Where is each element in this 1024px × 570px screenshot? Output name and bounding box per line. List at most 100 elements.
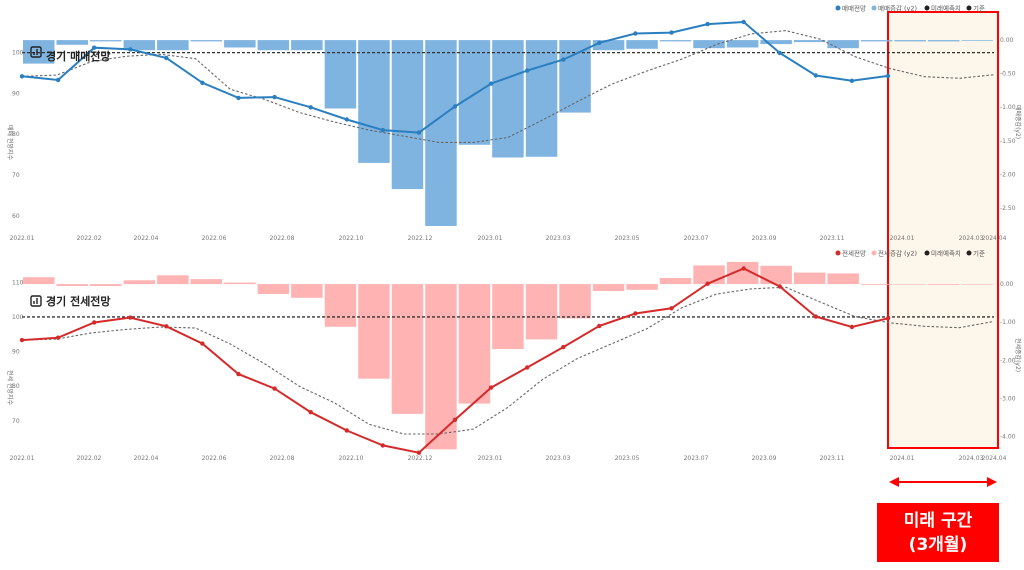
jeonse-legend: 전세전망 전세증감 (y2) 미래예측치 기준 [835,249,985,258]
legend-jeonse-label[interactable]: 전세전망 [842,249,866,258]
sale-index-point[interactable] [92,45,97,50]
sale-index-point[interactable] [416,130,422,135]
sale-change-bar [827,40,859,49]
jeonse-x-tick-label: 2022.02 [77,455,102,462]
sale-index-point[interactable] [777,50,782,56]
sale-y2-tick-label: -0.50 [1000,71,1016,78]
jeonse-index-point[interactable] [849,324,855,330]
jeonse-index-point[interactable] [597,323,602,329]
sale-change-bar [458,40,491,145]
jeonse-change-bar [123,280,156,285]
sale-x-tick-label: 2022.04 [134,235,159,242]
legend-sale-change-label[interactable]: 매매증감 (y2) [878,5,917,13]
sale-y-axis-label: 매매 전망지수 [6,125,14,161]
sale-change-bar [592,40,625,51]
jeonse-index-point[interactable] [705,281,710,286]
future-region-border [887,11,999,449]
sale-index-point[interactable] [19,74,25,79]
sale-index-point[interactable] [380,127,385,133]
sale-index-point[interactable] [813,73,818,78]
sale-x-tick-label: 2023.05 [615,235,640,242]
sale-change-bars [23,40,993,226]
jeonse-index-point[interactable] [272,386,277,391]
jeonse-index-point[interactable] [344,428,349,433]
jeonse-chart-title: 경기 전세전망 [46,294,111,308]
sale-x-tick-label: 2024.01 [890,235,915,242]
sale-change-bar [626,40,658,49]
jeonse-y-tick-label: 80 [12,383,20,390]
legend-jeonse-change-label[interactable]: 전세증감 (y2) [878,249,917,258]
jeonse-change-bar [894,284,926,285]
jeonse-index-point[interactable] [452,417,458,422]
sale-index-point[interactable] [633,31,638,36]
sale-index-point[interactable] [452,104,458,109]
jeonse-index-point[interactable] [380,443,385,448]
sale-index-point[interactable] [308,105,313,110]
jeonse-index-point[interactable] [813,314,818,319]
jeonse-index-point[interactable] [55,335,61,340]
jeonse-x-tick-label: 2023.07 [684,455,709,462]
jeonse-index-point[interactable] [236,371,241,377]
sale-index-point[interactable] [885,73,891,79]
sale-title-group: 경기 매매전망 [30,46,111,63]
jeonse-chart: 2022.01 2022.02 2022.04 2022.06 2022.08 2022.… [6,249,1022,463]
sale-index-point[interactable] [849,78,855,84]
legend-sale-label[interactable]: 매매전망 [842,4,866,13]
sale-index-point[interactable] [561,57,566,62]
sale-index-point[interactable] [705,21,710,27]
jeonse-index-point[interactable] [164,324,169,329]
sale-index-point[interactable] [272,94,277,100]
sale-index-point[interactable] [164,55,169,61]
jeonse-x-tick-label: 2024.03 [959,455,984,462]
jeonse-change-bar [626,284,658,290]
sale-y-tick-label: 80 [12,131,20,138]
sale-forecast-line [21,30,995,143]
sale-index-point[interactable] [55,77,61,83]
jeonse-index-point[interactable] [561,344,566,350]
legend-forecast-label[interactable]: 미래예측치 [931,249,961,258]
jeonse-axes: 2022.01 2022.02 2022.04 2022.06 2022.08 2022.… [10,279,1016,462]
jeonse-change-bar [391,284,424,414]
sale-index-point[interactable] [669,30,674,35]
jeonse-index-point[interactable] [525,365,530,370]
jeonse-change-bars [23,261,993,450]
jeonse-index-point[interactable] [128,315,133,320]
legend-forecast-label[interactable]: 미래예측치 [931,4,961,13]
jeonse-index-point[interactable] [741,266,746,271]
jeonse-index-point[interactable] [777,284,782,289]
jeonse-change-bar [56,284,88,286]
sale-change-bar [56,40,88,45]
jeonse-change-bar [860,284,893,285]
jeonse-change-bar [257,284,290,294]
chart-logo-icon [30,46,42,58]
sale-change-bar [525,40,558,157]
jeonse-index-point[interactable] [488,385,494,390]
sale-index-point[interactable] [344,117,349,122]
jeonse-index-point[interactable] [669,306,674,311]
sale-change-bar [894,40,926,42]
legend-forecast-marker [924,5,930,11]
sale-change-bar [425,40,457,226]
sale-y2-tick-label: -2.00 [1000,171,1016,178]
jeonse-y2-tick-label: 0.00 [1000,281,1014,288]
sale-index-point[interactable] [741,19,746,25]
jeonse-index-point[interactable] [416,450,422,455]
sale-index-point[interactable] [236,95,241,101]
jeonse-index-point[interactable] [885,316,891,321]
jeonse-x-tick-label: 2024.01 [890,455,915,462]
jeonse-index-point[interactable] [19,337,25,343]
jeonse-change-bar [224,282,256,285]
legend-base-label[interactable]: 기준 [973,249,985,258]
sale-index-point[interactable] [525,68,530,73]
jeonse-index-point[interactable] [308,410,313,415]
sale-index-point[interactable] [128,47,133,52]
sale-index-point[interactable] [200,80,205,86]
legend-base-label[interactable]: 기준 [973,4,985,13]
jeonse-index-point[interactable] [200,341,205,346]
sale-index-point[interactable] [597,40,602,45]
sale-y-tick-label: 90 [12,90,20,97]
jeonse-index-point[interactable] [633,311,638,316]
sale-change-bar [324,40,357,109]
jeonse-index-point[interactable] [92,320,97,325]
sale-index-point[interactable] [488,81,494,86]
